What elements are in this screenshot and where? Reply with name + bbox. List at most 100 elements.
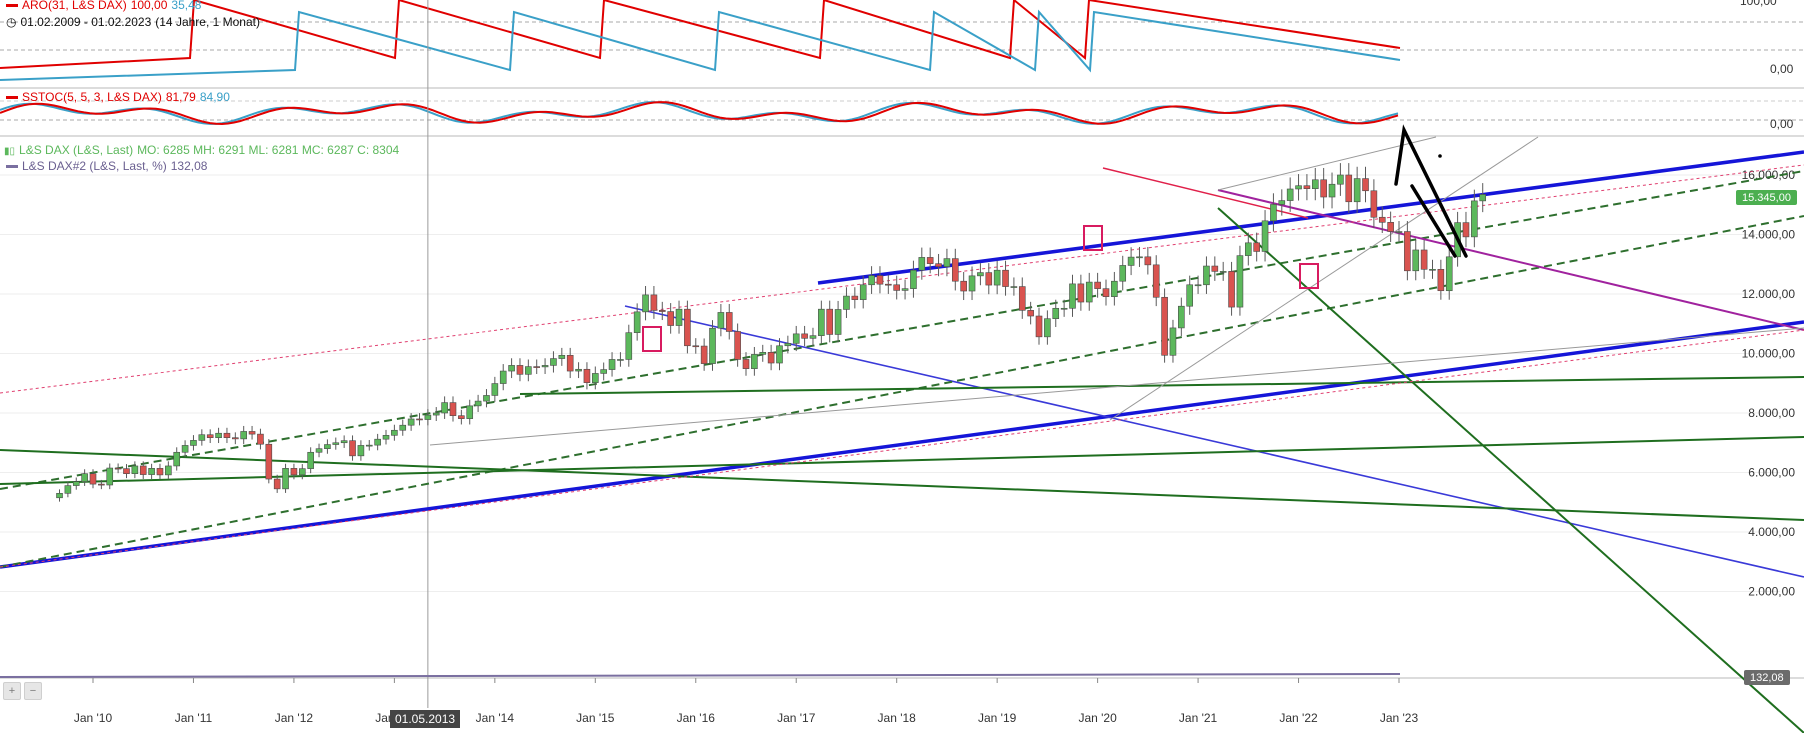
price-tick-label: 10.000,00 — [1742, 347, 1796, 361]
candle-body — [600, 369, 607, 374]
candle-body — [784, 343, 792, 347]
candle-body — [818, 308, 825, 336]
candle-body — [1060, 307, 1068, 310]
cursor-date-badge: 01.05.2013 — [390, 710, 461, 728]
candle-body — [650, 294, 658, 311]
candle-body — [751, 354, 758, 369]
candle-body — [809, 335, 817, 339]
candle-body — [1445, 256, 1453, 292]
candle-body — [1144, 256, 1152, 266]
aro-down-line — [0, 9, 1401, 81]
candle-body — [926, 257, 934, 264]
candle-body — [1303, 185, 1311, 189]
candle-body — [1094, 281, 1101, 289]
candle-body — [240, 431, 247, 440]
aro-value1: 100,00 — [130, 0, 168, 12]
candle-body — [1219, 271, 1227, 273]
candle-body — [843, 295, 850, 310]
candle-body — [1186, 284, 1194, 307]
candle-body — [307, 451, 314, 469]
candle-body — [474, 400, 482, 407]
candle-body — [1462, 222, 1470, 238]
candle-body — [876, 275, 884, 285]
candle-body — [516, 365, 524, 375]
candle-body — [1211, 265, 1219, 272]
x-tick-label: Jan '12 — [275, 711, 314, 725]
dax2-overlay-line — [0, 673, 1401, 678]
candle-body — [1404, 231, 1411, 272]
candle-body — [449, 402, 457, 416]
pen-dot — [1438, 154, 1442, 158]
period-legend: ◷ 01.02.2009 - 01.02.2023 (14 Jahre, 1 Mon… — [6, 15, 264, 29]
candle-body — [1169, 327, 1177, 356]
gray-fan-line — [429, 327, 1804, 446]
falling-blue-line — [624, 305, 1804, 578]
candle-body — [248, 431, 256, 435]
candle-body — [1286, 188, 1294, 201]
price-tick-label: 14.000,00 — [1742, 228, 1796, 242]
gray-short-line — [1217, 136, 1437, 191]
gray-steep-line — [1109, 136, 1539, 421]
candle-body — [232, 437, 239, 440]
candle-body — [767, 352, 775, 364]
zoom-in-icon[interactable]: + — [3, 682, 21, 700]
candle-body — [1228, 271, 1235, 308]
candle-body — [391, 429, 398, 436]
candle-body — [89, 473, 97, 485]
chart-toolbar: + − — [3, 682, 42, 700]
aro-top-label: 100,00 — [1740, 0, 1777, 8]
candle-body — [382, 435, 390, 440]
candle-body — [198, 434, 206, 441]
candle-body — [901, 288, 909, 291]
dax-stats: MO: 6285 MH: 6291 ML: 6281 MC: 6287 C: 8… — [137, 143, 400, 157]
sstoc-value1: 81,79 — [165, 90, 196, 104]
candle-body — [1437, 269, 1445, 292]
period-range: 01.02.2009 - 01.02.2023 — [20, 15, 152, 29]
candle-body — [257, 433, 264, 445]
candle-body — [859, 284, 867, 300]
candle-body — [1069, 283, 1076, 309]
candle-body — [566, 354, 574, 372]
candle-body — [432, 412, 440, 416]
dax2-last-badge: 132,08 — [1744, 670, 1790, 685]
candle-body — [985, 272, 993, 286]
sstoc-d-line — [0, 101, 1399, 125]
candle-body — [441, 402, 448, 414]
candle-body — [675, 308, 683, 326]
candle-body — [583, 368, 591, 383]
candle-body — [575, 368, 582, 372]
candle-body — [315, 448, 323, 453]
candle-body — [1136, 256, 1143, 259]
candle-body — [943, 258, 951, 267]
candle-body — [1278, 200, 1286, 205]
candle-body — [298, 468, 306, 476]
aro-legend: ARO(31, L&S DAX) 100,00 35,48 — [6, 0, 205, 12]
zoom-out-icon[interactable]: − — [24, 682, 42, 700]
candle-body — [374, 438, 381, 446]
green-dashed-channel-mid — [0, 215, 1804, 568]
candle-body — [1362, 178, 1369, 192]
candle-body — [1102, 288, 1110, 297]
candle-body — [642, 294, 649, 313]
candle-body — [717, 312, 725, 329]
candle-body — [851, 295, 859, 300]
period-duration: (14 Jahre, 1 Monat) — [155, 15, 260, 29]
candle-body — [918, 257, 926, 271]
x-tick-label: Jan '10 — [74, 711, 113, 725]
candle-body — [139, 465, 147, 475]
candle-body — [483, 395, 490, 402]
candle-body — [525, 366, 532, 375]
candle-body — [700, 345, 708, 364]
candle-body — [508, 365, 515, 372]
candle-body — [951, 258, 959, 282]
candle-body — [684, 308, 691, 347]
x-tick-label: Jan '19 — [978, 711, 1017, 725]
candle-body — [1311, 179, 1319, 189]
sstoc-k-line — [0, 101, 1399, 126]
highlight-box-1 — [1083, 225, 1103, 251]
clock-icon: ◷ — [6, 15, 17, 29]
green-steep-down-line — [1217, 207, 1804, 733]
price-tick-label: 4.000,00 — [1748, 525, 1795, 539]
candle-body — [792, 333, 800, 344]
candle-body — [499, 370, 507, 384]
